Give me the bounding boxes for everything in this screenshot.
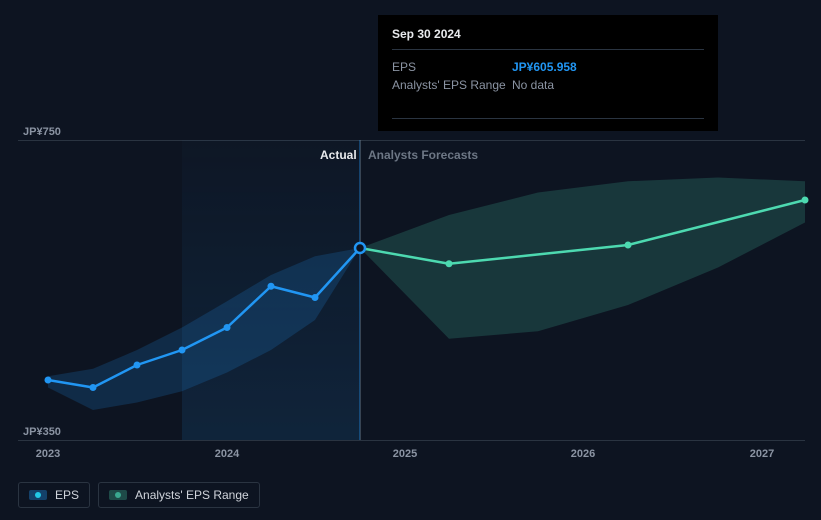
chart-tooltip: Sep 30 2024 EPS JP¥605.958 Analysts' EPS… [378, 15, 718, 131]
tooltip-date: Sep 30 2024 [392, 27, 704, 50]
tooltip-label: EPS [392, 60, 512, 74]
eps-chart: Sep 30 2024 EPS JP¥605.958 Analysts' EPS… [18, 0, 805, 520]
legend-item-eps[interactable]: EPS [18, 482, 90, 508]
legend-label: EPS [55, 488, 79, 502]
tooltip-value: JP¥605.958 [512, 60, 577, 74]
x-axis-label: 2025 [393, 448, 417, 460]
tooltip-row: Analysts' EPS Range No data [392, 76, 704, 94]
legend-swatch-icon [109, 490, 127, 500]
chart-legend: EPS Analysts' EPS Range [18, 482, 260, 508]
x-axis: 2023 2024 2025 2026 2027 [18, 448, 805, 464]
x-axis-label: 2023 [36, 448, 60, 460]
divider [392, 118, 704, 119]
tooltip-value: No data [512, 78, 554, 92]
gridline [18, 440, 805, 441]
x-axis-label: 2024 [215, 448, 239, 460]
legend-swatch-icon [29, 490, 47, 500]
tooltip-label: Analysts' EPS Range [392, 78, 512, 92]
x-axis-label: 2027 [750, 448, 774, 460]
legend-item-range[interactable]: Analysts' EPS Range [98, 482, 260, 508]
plot-area[interactable]: JP¥350JP¥750 Actual Analysts Forecasts [18, 130, 805, 440]
chart-svg [18, 130, 805, 440]
x-axis-label: 2026 [571, 448, 595, 460]
legend-label: Analysts' EPS Range [135, 488, 249, 502]
tooltip-row: EPS JP¥605.958 [392, 58, 704, 76]
